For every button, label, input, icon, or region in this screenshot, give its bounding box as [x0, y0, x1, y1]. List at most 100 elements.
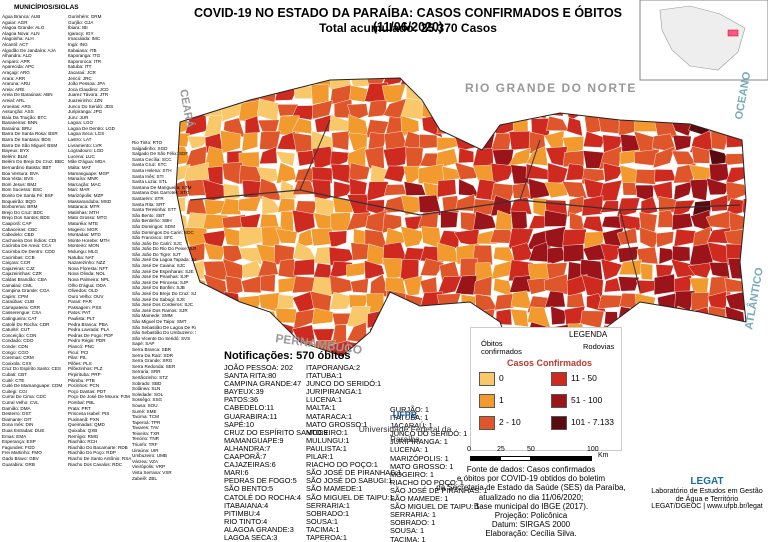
municipality-entry: Barra De Santa Rosa: BSR	[2, 131, 58, 137]
municipality-entry: Itatuba: ITT	[68, 64, 92, 70]
municipality	[420, 84, 444, 105]
municipality-entry: Mamanguape: MGP	[68, 170, 110, 176]
deaths-entry: CRUZ DO ESPÍRITO SANTO:9	[224, 427, 328, 437]
municipality	[638, 97, 657, 121]
municipality-entry: Cruz Do Espírito Santo: CES	[2, 366, 61, 372]
municipality-entry: Patos: PAT	[68, 310, 91, 316]
municipality-entry: Salgadinho: SGD	[132, 145, 168, 151]
municipality-entry: Areia: ARE	[2, 86, 25, 92]
municipality	[402, 312, 424, 324]
municipality	[741, 245, 746, 261]
municipality	[528, 215, 548, 230]
deaths-entry: MATO GROSSO: 1	[390, 461, 454, 471]
municipality-entry: Cubati: CBT	[2, 372, 28, 377]
municipality-entry: Várzea: VZA	[132, 458, 159, 464]
scale-tick: 0	[467, 446, 471, 453]
deaths-entry: LUCENA:1	[306, 395, 343, 405]
municipality	[455, 99, 480, 119]
municipality	[636, 246, 659, 265]
municipality-entry: Mãe D'água: MDA	[68, 159, 106, 165]
municipality	[652, 323, 672, 344]
municipality	[562, 150, 585, 167]
municipality-entry: São José Do Bonfim: SJB	[132, 285, 185, 291]
municipality	[689, 323, 712, 341]
legend-cases-title: Casos Confirmados	[507, 358, 593, 368]
legend-roads: Rodovias	[583, 342, 615, 351]
municipality	[421, 115, 443, 138]
municipality-entry: Barra De Santana: BDS	[2, 137, 51, 143]
municipality-entry: Água Branca: AUB	[2, 14, 41, 19]
municipality-entry: Alcantil: ACT	[2, 41, 29, 47]
municipality-entry: Cacimba De Areia: CCA	[2, 243, 52, 249]
legend-swatch	[551, 416, 567, 430]
municipality	[329, 275, 353, 295]
municipality-entry: Ouro Velho: OUV	[68, 293, 104, 299]
municipality	[381, 78, 407, 87]
municipality	[745, 132, 746, 154]
deaths-entry: LUCENA: 1	[390, 445, 429, 455]
municipality	[600, 258, 623, 281]
municipality	[640, 263, 653, 281]
municipality	[244, 115, 261, 136]
municipality-entry: Riachão Do Bacamarte: RDB	[68, 444, 128, 450]
municipality-entry: Pedro Régis: PDR	[68, 338, 106, 344]
municipality-entry: Cachoeira Dos Índios: CDI	[2, 237, 57, 243]
municipality	[203, 83, 225, 104]
source-line: atualizado no dia 11/06/2020;	[478, 492, 584, 502]
municipality-entry: Mataraca: MTR	[68, 204, 100, 210]
legend-swatch	[479, 372, 495, 386]
municipality	[622, 103, 641, 119]
legend-swatch	[551, 372, 567, 386]
municipality	[436, 306, 462, 325]
municipality	[618, 276, 640, 292]
municipality-entry: Lagoa: LGO	[68, 120, 94, 126]
municipality-entry: Desterro: DST	[2, 411, 32, 417]
municipality	[657, 293, 678, 314]
municipality	[422, 308, 443, 327]
municipality	[330, 212, 351, 232]
municipality	[509, 100, 535, 119]
scale-segment	[530, 456, 592, 461]
deaths-entry: SÃO MIGUEL DE TAIPU: 1	[390, 502, 480, 512]
municipality	[292, 209, 316, 234]
municipality	[635, 169, 657, 185]
municipality-entry: Tacima: TCM	[132, 414, 159, 420]
municipality-entry: Gado Bravo: GBV	[2, 455, 39, 461]
municipality	[637, 338, 657, 356]
municipality-column: Água Branca: AUB Aguiar: AGR Alagoa Grande…	[2, 14, 66, 467]
municipality-entry: São José Do Sabugi: SJS	[132, 296, 185, 302]
deaths-entry: RIO TINTO:4	[224, 516, 268, 526]
municipality	[600, 243, 620, 263]
municipality	[383, 165, 408, 183]
municipality-entry: Marizópolis: MZP	[68, 193, 104, 198]
municipality	[583, 131, 606, 148]
municipality	[672, 134, 692, 151]
municipality-entry: Gurjão: GJA	[68, 19, 94, 25]
municipality-entry: Araçagi: ARG	[2, 69, 30, 75]
municipality-entry: Carrapateira: CRR	[2, 304, 41, 310]
municipality-entry: Triunfo: TRF	[132, 442, 158, 448]
municipality-entry: Zabelê: ZBL	[132, 475, 158, 481]
legend-label: 101 - 7.133	[571, 417, 615, 427]
ocean-label: ATLÂNTICO	[742, 266, 766, 330]
municipality-entry: Boa Ventura: BVA	[2, 170, 39, 176]
municipality	[205, 78, 229, 90]
municipality	[495, 101, 512, 117]
municipality	[402, 323, 424, 344]
municipality-entry: Coxixola: CXX	[2, 360, 32, 366]
municipality	[745, 145, 746, 168]
municipality-entry: Santana Dos Garrotes: STG	[132, 190, 190, 196]
municipality	[458, 147, 474, 164]
deaths-entry: MOGEIRO: 1	[390, 469, 434, 479]
municipality-entry: Esperança: ESP	[2, 439, 36, 445]
municipality	[333, 180, 355, 199]
municipality	[329, 84, 353, 105]
municipality-entry: Serraria: SRR	[132, 369, 161, 375]
municipality	[186, 78, 208, 85]
municipality	[490, 163, 515, 184]
municipality	[256, 78, 281, 88]
municipality-entry: Baraúna: BRU	[2, 125, 32, 131]
municipality-entry: Aguiar: AGR	[2, 19, 28, 25]
deaths-entry: MATARACA:1	[306, 411, 353, 421]
deaths-entry: JOÃO PESSOA: 202	[224, 363, 294, 372]
